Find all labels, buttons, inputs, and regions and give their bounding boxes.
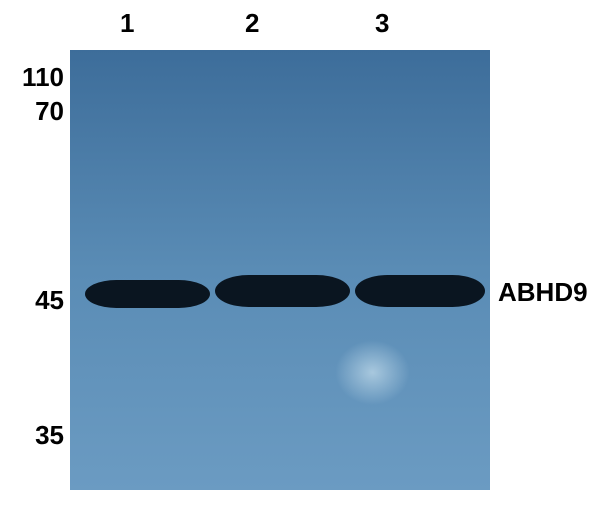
- lane-label-2: 2: [245, 8, 259, 39]
- band-lane-2: [215, 275, 350, 307]
- mw-label-70: 70: [35, 96, 64, 127]
- lane-label-1: 1: [120, 8, 134, 39]
- blot-background: [70, 50, 490, 490]
- western-blot-image: [70, 50, 490, 490]
- lane-label-3: 3: [375, 8, 389, 39]
- blot-artifact: [335, 340, 410, 405]
- mw-label-45: 45: [35, 285, 64, 316]
- mw-label-35: 35: [35, 420, 64, 451]
- blot-figure: 1 2 3 110 70 45 35 ABHD9: [0, 0, 606, 520]
- band-lane-3: [355, 275, 485, 307]
- band-lane-1: [85, 280, 210, 308]
- protein-name-label: ABHD9: [498, 277, 588, 308]
- mw-label-110: 110: [22, 62, 64, 93]
